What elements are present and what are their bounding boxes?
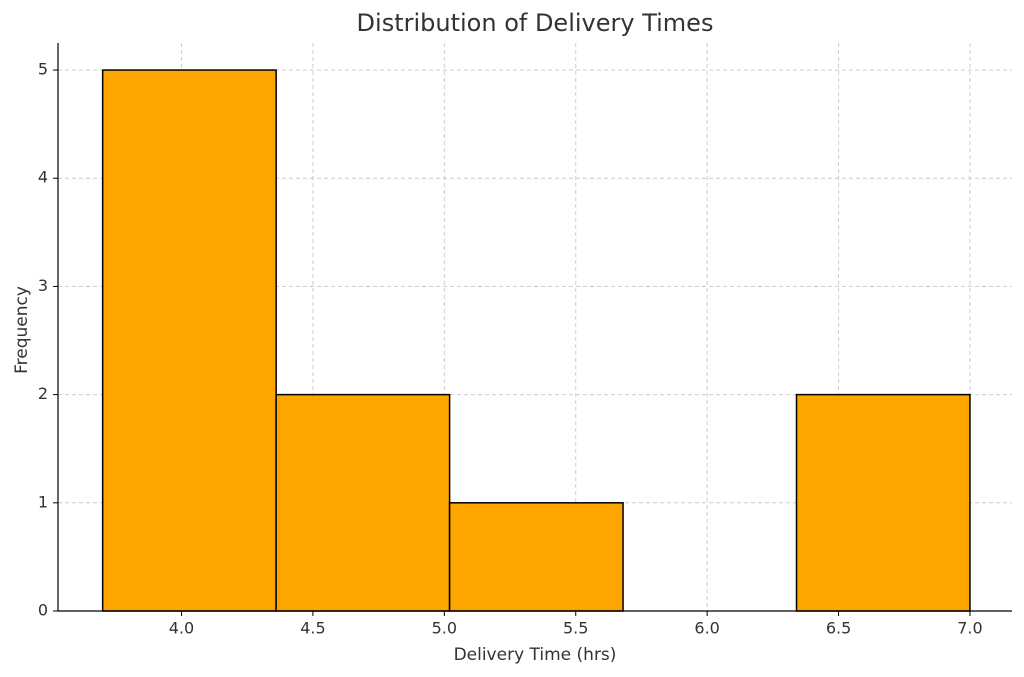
- y-tick-label: 3: [38, 276, 48, 295]
- x-tick-label: 7.0: [957, 619, 982, 638]
- y-tick-label: 1: [38, 492, 48, 511]
- y-tick-label: 0: [38, 601, 48, 620]
- axes: 0 1 2 3 4 5 4.0 4.5 5.0 5.5 6.0 6.5 7.0: [38, 43, 1012, 638]
- bar: [275, 393, 451, 612]
- bar: [101, 69, 277, 612]
- x-tick-label: 6.5: [826, 619, 851, 638]
- x-tick-label: 4.0: [169, 619, 194, 638]
- x-tick-label: 5.5: [563, 619, 588, 638]
- y-tick-label: 4: [38, 168, 48, 187]
- bars: [101, 69, 971, 612]
- y-tick-label: 5: [38, 60, 48, 79]
- bar: [448, 502, 624, 612]
- x-tick-label: 6.0: [694, 619, 719, 638]
- y-axis-label: Frequency: [12, 286, 32, 374]
- y-tick-label: 2: [38, 384, 48, 403]
- bar: [795, 393, 971, 612]
- chart-title: Distribution of Delivery Times: [357, 9, 714, 37]
- x-axis-label: Delivery Time (hrs): [454, 645, 617, 665]
- x-tick-label: 4.5: [300, 619, 325, 638]
- x-tick-label: 5.0: [432, 619, 457, 638]
